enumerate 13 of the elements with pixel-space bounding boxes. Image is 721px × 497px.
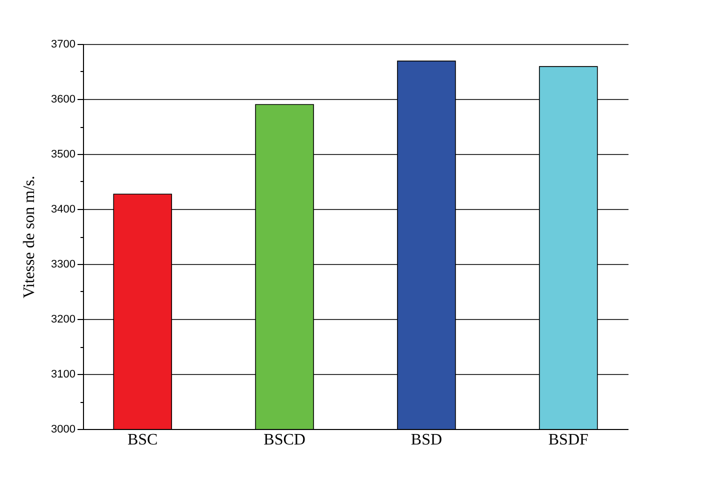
x-tick-label: BSCD: [264, 432, 306, 448]
y-tick-label: 3200: [51, 314, 76, 326]
x-tick-label: BSD: [410, 432, 442, 448]
y-tick-label: 3400: [51, 204, 76, 216]
y-tick-label: 3100: [51, 368, 76, 380]
x-tick-label: BSC: [127, 432, 158, 448]
y-tick-label: 3300: [51, 258, 76, 270]
y-tick-label: 3500: [51, 148, 76, 160]
y-tick-label: 3000: [51, 424, 76, 436]
y-tick-label: 3600: [51, 94, 76, 106]
y-axis-title: Vitesse de son m/s.: [21, 176, 38, 298]
y-tick-label: 3700: [51, 38, 76, 50]
x-tick-label: BSDF: [548, 432, 588, 448]
